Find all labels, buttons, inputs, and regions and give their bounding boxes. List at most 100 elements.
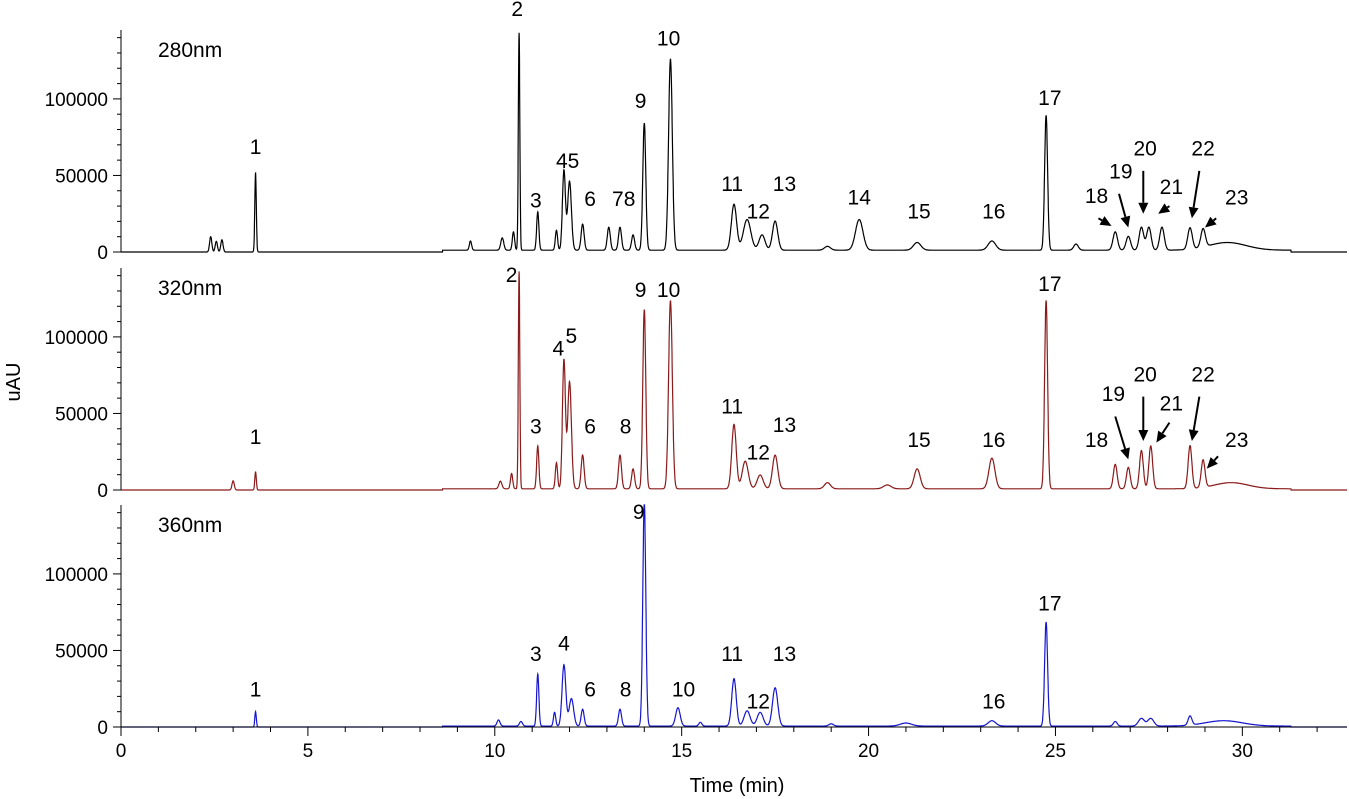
y-tick-label: 50000	[55, 641, 108, 662]
peak-label: 1	[250, 136, 262, 159]
x-tick-label: 10	[484, 741, 505, 762]
x-axis-title: Time (min)	[690, 775, 785, 797]
peak-arrow-shaft	[1114, 416, 1127, 450]
peak-label: 23	[1225, 429, 1248, 452]
peak-label: 6	[584, 188, 596, 211]
peak-arrow-head	[1206, 457, 1218, 469]
trace-line-360nm	[121, 504, 1347, 728]
peak-arrow-head	[1099, 216, 1112, 226]
peak-label: 10	[657, 279, 680, 302]
x-tick-label: 20	[858, 741, 879, 762]
panel-label: 360nm	[158, 514, 222, 537]
peak-arrow-shaft	[1118, 193, 1127, 218]
peak-label: 18	[1085, 185, 1108, 208]
peak-label: 16	[982, 429, 1005, 452]
peak-label: 21	[1160, 392, 1183, 415]
y-tick-label: 100000	[45, 90, 108, 111]
peak-label: 3	[530, 190, 542, 213]
peak-arrow-head	[1205, 216, 1217, 228]
peak-arrow-shaft	[1212, 217, 1217, 222]
peak-label: 10	[672, 678, 695, 701]
peak-label: 17	[1038, 593, 1061, 616]
peak-label: 12	[747, 691, 770, 714]
y-axis-title: uAU	[3, 363, 25, 402]
x-tick-label: 15	[671, 741, 692, 762]
peak-arrow-head	[1158, 203, 1171, 214]
peak-label: 3	[530, 643, 542, 666]
peak-arrow-shaft	[1097, 217, 1103, 222]
peak-label: 4	[552, 337, 564, 360]
trace-line-280nm	[121, 32, 1347, 253]
peak-arrow-head	[1120, 447, 1130, 460]
peak-label: 16	[982, 691, 1005, 714]
peak-label: 22	[1191, 138, 1214, 161]
peak-arrow-head	[1138, 202, 1149, 214]
peak-label: 8	[620, 415, 632, 438]
peak-label: 9	[635, 279, 647, 302]
y-tick-label: 0	[97, 718, 108, 739]
peak-label: 13	[773, 643, 796, 666]
peak-arrow-shaft	[1213, 455, 1219, 462]
peak-label: 3	[530, 415, 542, 438]
peak-label: 78	[612, 188, 635, 211]
peak-label: 13	[773, 414, 796, 437]
peak-arrow-shaft	[1161, 422, 1171, 434]
peak-arrow-head	[1188, 429, 1199, 441]
peak-label: 6	[584, 415, 596, 438]
y-tick-label: 100000	[45, 565, 108, 586]
peak-label: 45	[556, 150, 579, 173]
peak-label: 9	[633, 501, 645, 524]
peak-label: 14	[848, 187, 872, 210]
peak-arrow-head	[1188, 206, 1199, 219]
x-tick-label: 30	[1232, 741, 1253, 762]
peak-label: 20	[1133, 138, 1156, 161]
x-tick-label: 25	[1045, 741, 1066, 762]
peak-label: 2	[506, 264, 518, 287]
peak-arrow-head	[1138, 430, 1149, 441]
peak-label: 17	[1038, 273, 1061, 296]
peak-label: 12	[747, 441, 770, 464]
y-tick-label: 0	[97, 243, 108, 264]
peak-arrow-shaft	[1192, 396, 1201, 431]
peak-label: 11	[721, 643, 743, 666]
peak-label: 17	[1038, 87, 1061, 110]
peak-label: 2	[511, 0, 523, 21]
y-tick-label: 50000	[55, 166, 108, 187]
peak-arrow-head	[1120, 215, 1131, 228]
y-tick-label: 0	[97, 481, 108, 502]
x-tick-label: 5	[303, 741, 314, 762]
peak-arrow-shaft	[1192, 170, 1201, 208]
peak-label: 11	[721, 395, 743, 418]
x-axis: 0 5 10 15 20 25 30	[116, 726, 1347, 762]
peak-arrow-head	[1156, 430, 1167, 443]
peak-label: 16	[982, 200, 1005, 223]
peak-label: 10	[657, 27, 680, 50]
peak-label: 21	[1160, 176, 1183, 199]
peak-label: 13	[773, 173, 796, 196]
peak-label: 19	[1102, 383, 1125, 406]
x-tick-label: 0	[116, 741, 127, 762]
peak-label: 19	[1109, 161, 1132, 184]
peak-label: 1	[250, 678, 262, 701]
peak-label: 1	[250, 426, 262, 449]
peak-label: 6	[584, 678, 596, 701]
peak-label: 15	[907, 200, 930, 223]
peak-label: 8	[620, 678, 632, 701]
peak-label: 15	[907, 429, 930, 452]
peak-label: 12	[747, 200, 770, 223]
peak-arrow-shaft	[1166, 205, 1171, 209]
y-tick-label: 50000	[55, 404, 108, 425]
trace-line-320nm	[121, 271, 1347, 491]
peak-label: 22	[1191, 363, 1214, 386]
peak-label: 5	[566, 325, 578, 348]
y-tick-label: 100000	[45, 328, 108, 349]
peak-label: 9	[635, 90, 647, 113]
peak-label: 11	[721, 173, 743, 196]
panel-label: 320nm	[158, 277, 222, 300]
peak-label: 4	[558, 632, 570, 655]
